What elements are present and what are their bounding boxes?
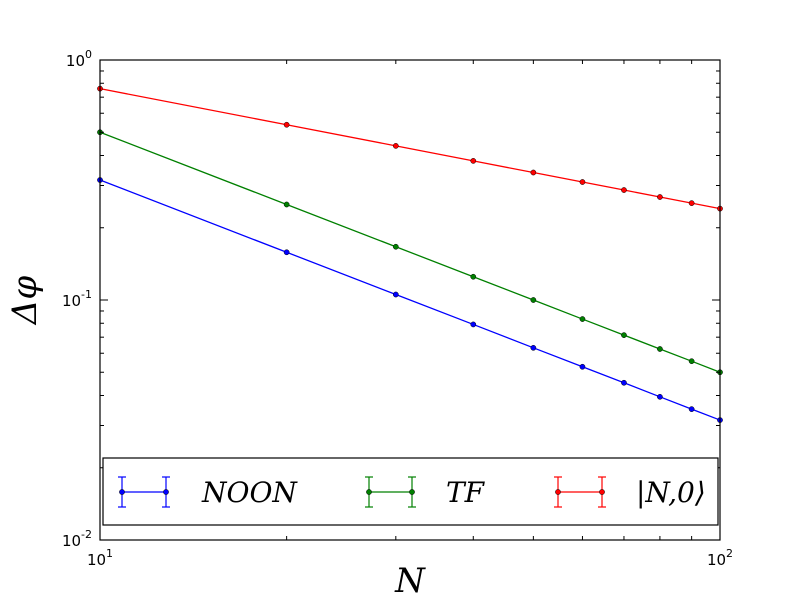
data-point	[392, 291, 399, 298]
series-line	[99, 131, 721, 373]
series-line	[99, 87, 721, 210]
data-point	[579, 363, 586, 370]
y-tick-label: 100	[66, 48, 92, 70]
legend-label: |N,0⟩	[636, 476, 706, 509]
legend-label: TF	[446, 476, 486, 509]
x-axis-label: N	[394, 561, 426, 600]
data-point	[621, 379, 627, 386]
data-point	[392, 143, 399, 149]
data-point	[688, 358, 695, 365]
plot-frame	[99, 59, 721, 541]
legend-entry: NOON	[118, 476, 298, 509]
x-tick-label: 102	[707, 547, 733, 569]
data-point	[579, 179, 586, 185]
y-axis-label: Δφ	[5, 276, 45, 327]
data-point	[688, 406, 695, 412]
legend: NOON TF |N,0⟩	[102, 457, 719, 526]
legend-marker	[409, 489, 415, 495]
data-point	[283, 249, 290, 256]
data-point	[530, 169, 537, 176]
data-point	[657, 393, 663, 400]
x-tick-label: 101	[87, 547, 113, 569]
data-point	[283, 121, 290, 128]
data-point	[470, 273, 477, 280]
data-point	[657, 346, 663, 352]
data-point	[470, 321, 477, 328]
data-point	[621, 187, 627, 193]
data-point	[688, 200, 695, 206]
legend-marker	[366, 489, 372, 495]
legend-entries: NOON TF |N,0⟩	[118, 476, 706, 509]
data-point	[621, 332, 627, 338]
series-0	[97, 177, 723, 423]
legend-entry: |N,0⟩	[554, 476, 706, 509]
legend-marker	[119, 489, 125, 495]
legend-marker	[163, 489, 169, 495]
legend-label: NOON	[201, 476, 298, 509]
y-tick-label: 10-2	[62, 528, 92, 550]
legend-marker	[555, 489, 561, 495]
data-point	[392, 243, 399, 250]
series-line	[99, 179, 721, 421]
data-point	[530, 344, 537, 351]
data-point	[470, 158, 477, 164]
data-point	[657, 194, 663, 200]
data-point	[530, 297, 537, 303]
legend-entry: TF	[365, 476, 486, 509]
y-tick-label: 10-1	[62, 288, 92, 310]
series-layer	[97, 85, 723, 423]
series-2	[97, 85, 723, 212]
data-point	[579, 316, 586, 322]
data-point	[283, 201, 290, 208]
legend-marker	[599, 489, 605, 495]
